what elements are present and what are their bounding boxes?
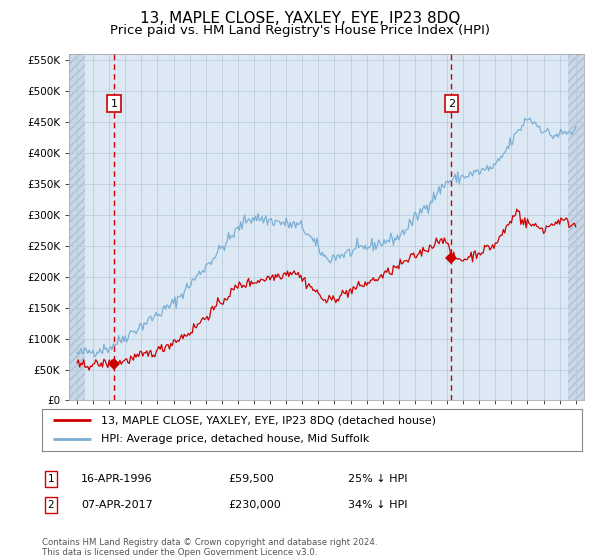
- Text: 13, MAPLE CLOSE, YAXLEY, EYE, IP23 8DQ (detached house): 13, MAPLE CLOSE, YAXLEY, EYE, IP23 8DQ (…: [101, 415, 436, 425]
- Text: 07-APR-2017: 07-APR-2017: [81, 500, 153, 510]
- Text: Price paid vs. HM Land Registry's House Price Index (HPI): Price paid vs. HM Land Registry's House …: [110, 24, 490, 37]
- Text: HPI: Average price, detached house, Mid Suffolk: HPI: Average price, detached house, Mid …: [101, 434, 370, 444]
- Bar: [69, 54, 85, 400]
- Bar: [568, 54, 584, 400]
- Text: 2: 2: [448, 99, 455, 109]
- Text: £59,500: £59,500: [228, 474, 274, 484]
- Text: Contains HM Land Registry data © Crown copyright and database right 2024.
This d: Contains HM Land Registry data © Crown c…: [42, 538, 377, 557]
- Text: 13, MAPLE CLOSE, YAXLEY, EYE, IP23 8DQ: 13, MAPLE CLOSE, YAXLEY, EYE, IP23 8DQ: [140, 11, 460, 26]
- Text: 1: 1: [47, 474, 55, 484]
- Text: 25% ↓ HPI: 25% ↓ HPI: [348, 474, 407, 484]
- Text: 34% ↓ HPI: 34% ↓ HPI: [348, 500, 407, 510]
- Text: £230,000: £230,000: [228, 500, 281, 510]
- Text: 2: 2: [47, 500, 55, 510]
- Text: 1: 1: [110, 99, 118, 109]
- Text: 16-APR-1996: 16-APR-1996: [81, 474, 152, 484]
